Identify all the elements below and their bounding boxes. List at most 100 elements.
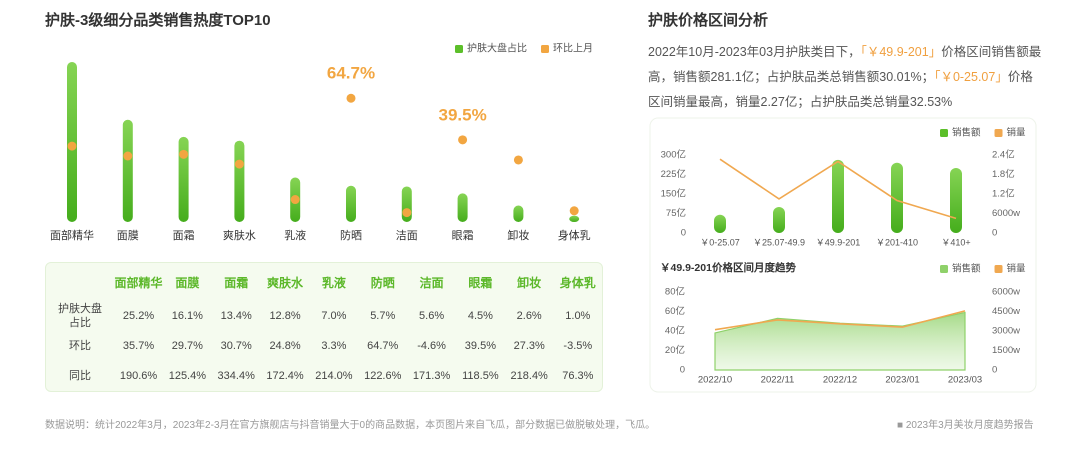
category-label: 乳液	[284, 228, 306, 242]
legend-label: 销量	[1007, 263, 1027, 275]
table-cell: 118.5%	[462, 370, 499, 382]
tick-label: 225亿	[661, 168, 686, 180]
table-cell: 64.7%	[367, 340, 399, 352]
bar	[457, 193, 468, 222]
dot	[290, 195, 300, 205]
line	[719, 158, 957, 220]
left-title: 护肤-3级细分品类销售热度TOP10	[45, 12, 271, 29]
dot	[402, 208, 412, 218]
tick-label: 1.8亿	[992, 168, 1015, 180]
tick-label: 4500w	[992, 306, 1020, 317]
bar	[569, 215, 580, 222]
tick-label: 300亿	[661, 149, 686, 161]
legend-label: 环比上月	[553, 43, 593, 55]
tick-label: 0	[680, 365, 685, 376]
bar	[178, 136, 189, 222]
table-cell: 122.6%	[364, 370, 402, 382]
category-label: 防晒	[340, 228, 362, 242]
category-label: 卸妆	[507, 228, 529, 242]
tick-label: 6000w	[992, 287, 1020, 298]
table-header-cell: 卸妆	[517, 275, 542, 290]
table-cell: 214.0%	[315, 370, 353, 382]
legend-label: 销售额	[952, 263, 981, 275]
table-cell: 35.7%	[122, 340, 155, 352]
dot	[67, 141, 77, 151]
legend-label: 销售额	[952, 127, 981, 139]
category-label: 2023/01	[885, 375, 919, 386]
table-row: 环比 35.7% 29.7% 30.7% 24.8% 3.3% 64.7% -4.6% 39.5…	[46, 331, 602, 361]
legend-swatch	[541, 45, 549, 53]
table-row: 护肤大盘占比 25.2% 16.1% 13.4% 12.8% 7.0% 5.7% 5.6% 4.…	[46, 301, 602, 331]
tick-label: 0	[992, 365, 997, 376]
right-title: 护肤价格区间分析	[648, 12, 769, 29]
value-label: 64.7%	[327, 64, 375, 83]
tick-label: 1.2亿	[992, 188, 1015, 200]
tick-label: 60亿	[665, 305, 685, 317]
table-header-cell: 乳液	[321, 275, 346, 290]
table-cell: 171.3%	[412, 370, 451, 382]
dot	[234, 159, 244, 169]
summary-text: 价格区间销量最高，销量2.27亿；占护肤品类总销量32.53%	[648, 70, 1033, 109]
category-label: ￥49.9-201	[816, 237, 861, 247]
table-row: 同比 190.6% 125.4% 334.4% 172.4% 214.0% 122.6% 17…	[46, 361, 602, 391]
legend-swatch	[455, 45, 463, 53]
bar	[513, 205, 524, 222]
summary-text: 「￥49.9-201」	[860, 45, 942, 59]
dot	[458, 135, 468, 145]
table-cell: 3.3%	[321, 340, 347, 352]
bar	[346, 185, 356, 222]
table-cell: 190.6%	[119, 370, 158, 382]
category-label: 洁面	[396, 229, 418, 242]
table-cell: 29.7%	[171, 340, 203, 352]
legend-label: 护肤大盘占比	[467, 42, 527, 55]
legend-swatch	[994, 265, 1003, 273]
table-row-label: 护肤大盘占比	[58, 303, 103, 329]
summary-text: 「￥0-25.07」	[934, 70, 1008, 84]
table-header-cell: 面部精华	[114, 275, 163, 290]
table-cell: 25.2%	[122, 310, 155, 322]
table-cell: 30.7%	[220, 340, 252, 352]
table-cell: 16.1%	[171, 310, 203, 322]
category-label: 眼霜	[452, 229, 474, 242]
category-label: ￥201-410	[876, 237, 918, 247]
table-header-cell: 面膜	[175, 275, 200, 290]
table-row-label: 环比	[69, 340, 92, 352]
table-header-cell: 眼霜	[468, 275, 493, 290]
bar	[122, 119, 133, 222]
tick-label: 80亿	[665, 286, 685, 298]
tick-label: 0	[992, 228, 997, 239]
dot	[513, 155, 523, 165]
value-label: 39.5%	[438, 105, 486, 124]
table-cell: 7.0%	[321, 310, 347, 322]
table: 面部精华 面膜 面霜 爽肤水 乳液 防晒 洁面 眼霜 卸妆 身体乳 护肤大盘占比 25.2% 16.1%…	[45, 262, 603, 392]
footer-report: ■ 2023年3月美妆月度趋势报告	[897, 420, 1034, 431]
category-label: 面霜	[173, 229, 195, 242]
legend-swatch	[940, 265, 948, 273]
table-header-cell: 面霜	[224, 275, 249, 290]
category-label: 身体乳	[558, 228, 591, 242]
dot	[179, 149, 189, 159]
table-cell: 334.4%	[217, 370, 255, 382]
category-label: 2023/03	[948, 375, 982, 386]
tick-label: 0	[681, 228, 686, 239]
table-cell: 1.0%	[565, 310, 591, 322]
category-label: 面膜	[117, 229, 139, 242]
summary-text: 价格区间销售额最高，销售额281.1亿；占护肤品类总销售额30.01%；	[648, 45, 1042, 84]
footer-note: 数据说明：统计2022年3月，2023年2-3月在官方旗舰店与抖音销量大于0的商…	[45, 420, 656, 431]
tick-label: 2.4亿	[992, 149, 1015, 161]
bar	[773, 207, 785, 233]
table-cell: 27.3%	[513, 340, 545, 352]
table-cell: 125.4%	[168, 370, 207, 382]
table-cell: 24.8%	[269, 340, 301, 352]
dot	[346, 93, 356, 103]
table-cell: 218.4%	[510, 370, 548, 382]
table-header-cell: 爽肤水	[267, 275, 304, 290]
category-label: ￥25.07-49.9	[753, 237, 805, 247]
table-cell: 5.7%	[370, 310, 396, 322]
summary-text: 2022年10月-2023年03月护肤类目下，	[648, 45, 861, 59]
table-header: 面部精华 面膜 面霜 爽肤水 乳液 防晒 洁面 眼霜 卸妆 身体乳	[46, 263, 602, 301]
chart-title: ￥49.9-201价格区间月度趋势	[660, 261, 796, 274]
bar	[714, 214, 726, 233]
